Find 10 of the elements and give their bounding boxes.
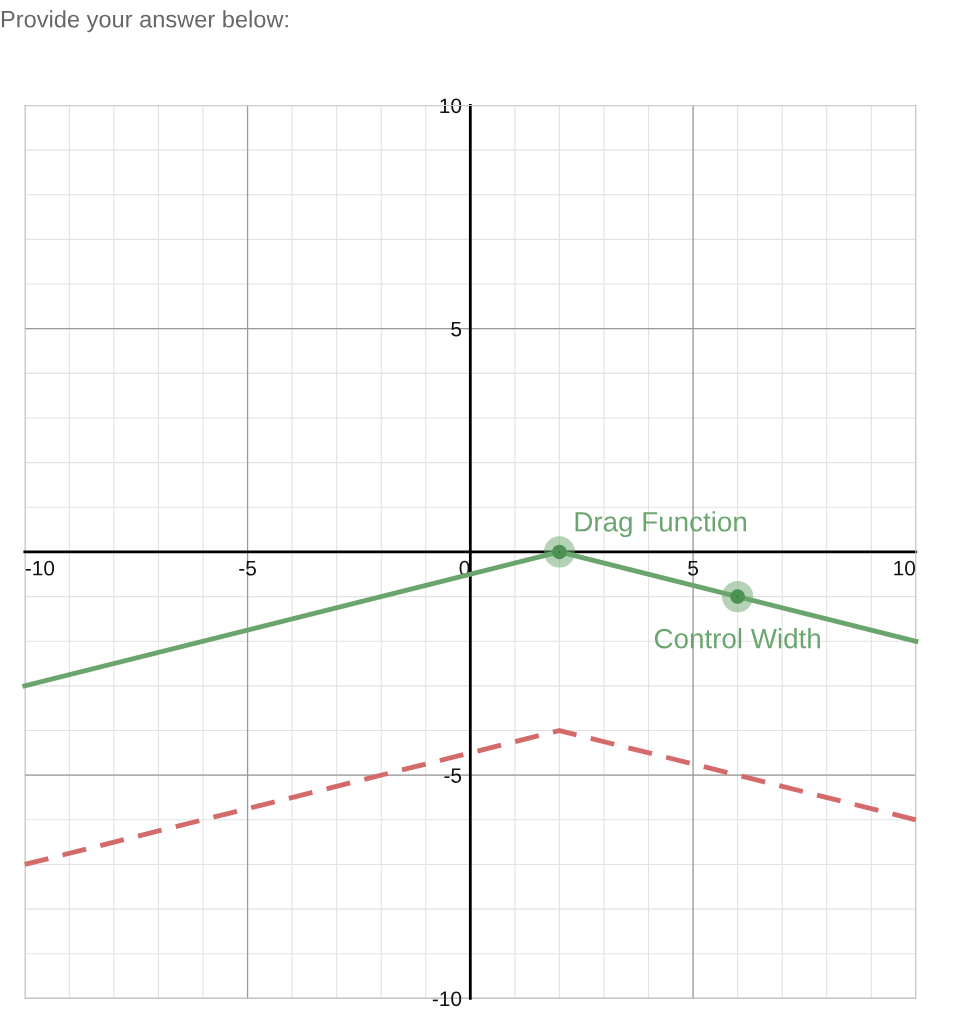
y-tick-label: 5 [451, 321, 462, 337]
annotation: Drag Function [575, 511, 746, 538]
y-tick-label: -10 [432, 991, 462, 1007]
x-tick-label: 10 [894, 560, 916, 576]
x-tick-label: 5 [688, 561, 698, 576]
chart-title: Provide your answer below: [1, 10, 288, 33]
y-tick-label: -5 [444, 768, 462, 783]
x-tick-label: -10 [25, 560, 55, 576]
x-tick-label: -5 [239, 561, 256, 576]
annotation: Control Width [654, 628, 820, 649]
